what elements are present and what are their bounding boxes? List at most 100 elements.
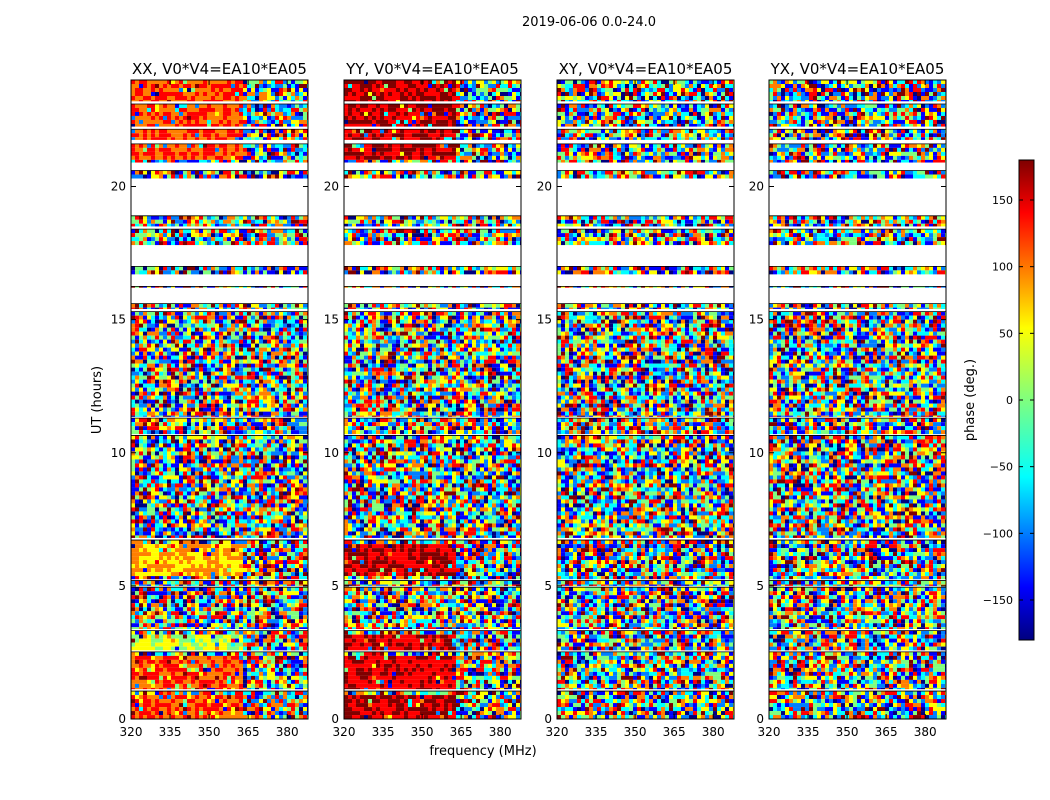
data-segment <box>769 80 946 101</box>
colorbar-tick-label: −50 <box>990 461 1013 474</box>
x-tick-label: 365 <box>663 725 686 739</box>
data-segment <box>557 540 734 579</box>
data-segment <box>557 171 734 179</box>
y-tick-label: 20 <box>111 180 126 194</box>
data-segment <box>344 435 521 538</box>
data-segment <box>344 171 521 179</box>
data-segment <box>769 266 946 274</box>
y-tick-label: 15 <box>324 313 339 327</box>
y-tick-label: 10 <box>111 446 126 460</box>
data-segment <box>344 80 521 101</box>
data-segment <box>344 216 521 227</box>
data-segment <box>344 144 521 163</box>
data-segment <box>557 418 734 434</box>
data-segment <box>769 652 946 689</box>
data-segment <box>131 229 308 245</box>
colorbar-tick-label: −100 <box>983 527 1013 540</box>
data-segment <box>344 587 521 629</box>
colorbar-tick-label: 150 <box>992 194 1013 207</box>
data-segment <box>344 104 521 127</box>
data-segment <box>769 312 946 417</box>
y-axis-label: UT (hours) <box>90 366 105 434</box>
colorbar-tick-label: 100 <box>992 261 1013 274</box>
data-segment <box>769 587 946 629</box>
data-segment <box>557 229 734 245</box>
data-segment <box>769 581 946 586</box>
data-segment <box>131 587 308 629</box>
data-segment <box>344 129 521 140</box>
x-axis-label: frequency (MHz) <box>429 744 536 759</box>
y-tick-label: 20 <box>749 180 764 194</box>
data-segment <box>557 691 734 719</box>
data-segment <box>557 652 734 689</box>
panels: XX, V0*V4=EA10*EA05 320 335 350 365 380 0 5 10 15… <box>90 60 946 759</box>
x-tick-label: 350 <box>198 725 221 739</box>
y-tick-label: 0 <box>118 712 126 726</box>
data-segment <box>769 691 946 719</box>
data-segment <box>769 144 946 163</box>
data-segment <box>344 266 521 274</box>
x-tick-label: 365 <box>875 725 898 739</box>
panel-title: YX, V0*V4=EA10*EA05 <box>770 60 945 78</box>
data-segment <box>131 129 308 140</box>
y-tick-label: 5 <box>118 579 126 593</box>
data-segment <box>557 129 734 140</box>
x-tick-label: 335 <box>372 725 395 739</box>
data-segment <box>557 144 734 163</box>
y-tick-label: 5 <box>331 579 339 593</box>
x-tick-label: 335 <box>585 725 608 739</box>
data-segment <box>769 216 946 227</box>
y-tick-label: 15 <box>749 313 764 327</box>
x-tick-label: 335 <box>797 725 820 739</box>
x-tick-label: 380 <box>914 725 937 739</box>
x-tick-label: 320 <box>120 725 143 739</box>
data-segment <box>131 104 308 127</box>
data-segment <box>557 216 734 227</box>
data-segment <box>131 691 308 719</box>
x-tick-label: 350 <box>624 725 647 739</box>
data-segment <box>131 304 308 309</box>
data-segment <box>769 286 946 287</box>
x-tick-label: 365 <box>450 725 473 739</box>
data-segment <box>769 171 946 179</box>
data-segment <box>769 631 946 651</box>
data-segment <box>344 312 521 417</box>
x-tick-label: 380 <box>276 725 299 739</box>
data-segment <box>344 540 521 579</box>
y-tick-label: 10 <box>537 446 552 460</box>
colorbar-tick-label: 0 <box>1006 394 1013 407</box>
x-tick-label: 320 <box>758 725 781 739</box>
y-tick-label: 10 <box>749 446 764 460</box>
y-tick-label: 20 <box>324 180 339 194</box>
data-segment <box>769 418 946 434</box>
data-segment <box>557 286 734 287</box>
data-segment <box>557 266 734 274</box>
data-segment <box>131 286 308 287</box>
data-segment <box>131 144 308 163</box>
y-tick-label: 5 <box>544 579 552 593</box>
data-segment <box>557 104 734 127</box>
panel-title: YY, V0*V4=EA10*EA05 <box>345 60 519 78</box>
y-tick-label: 0 <box>544 712 552 726</box>
x-tick-label: 380 <box>489 725 512 739</box>
panel-title: XX, V0*V4=EA10*EA05 <box>132 60 307 78</box>
data-segment <box>557 435 734 538</box>
data-segment <box>769 229 946 245</box>
x-tick-label: 380 <box>702 725 725 739</box>
data-segment <box>131 418 308 434</box>
data-segment <box>344 581 521 586</box>
data-segment <box>557 304 734 309</box>
data-segment <box>131 312 308 417</box>
y-tick-label: 10 <box>324 446 339 460</box>
colorbar-tick-label: −150 <box>983 594 1013 607</box>
data-segment <box>344 418 521 434</box>
data-segment <box>769 304 946 309</box>
data-segment <box>344 631 521 651</box>
data-segment <box>131 631 308 651</box>
data-segment <box>769 129 946 140</box>
